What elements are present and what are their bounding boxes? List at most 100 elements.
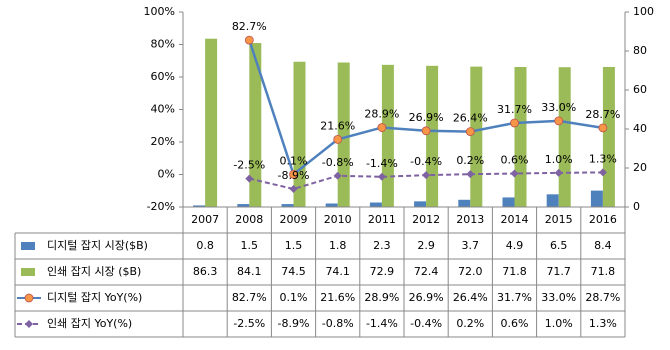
table-cell: 71.8 bbox=[502, 265, 527, 278]
legend-label: 인쇄 잡지 시장 ($B) bbox=[47, 265, 141, 278]
table-cell: 0.8 bbox=[196, 239, 214, 252]
data-label: -0.4% bbox=[410, 155, 442, 168]
table-cell: 3.7 bbox=[462, 239, 480, 252]
table-cell: 4.9 bbox=[506, 239, 524, 252]
data-label: 33.0% bbox=[541, 101, 576, 114]
marker bbox=[289, 169, 298, 179]
data-label: 21.6% bbox=[320, 119, 355, 132]
x-tick-label: 2011 bbox=[368, 213, 396, 226]
y-tick-label: 20% bbox=[151, 135, 175, 148]
table-cell: 0.6% bbox=[501, 317, 529, 330]
marker bbox=[510, 118, 519, 128]
data-label: 0.1% bbox=[280, 154, 308, 167]
marker bbox=[289, 184, 298, 193]
data-label: 1.3% bbox=[589, 152, 617, 165]
table-cell: 1.5 bbox=[285, 239, 303, 252]
table-cell: 2.3 bbox=[373, 239, 391, 252]
table-cell: 1.8 bbox=[329, 239, 347, 252]
bar bbox=[237, 204, 250, 207]
data-label: 28.7% bbox=[585, 108, 620, 121]
table-cell: 86.3 bbox=[193, 265, 218, 278]
marker bbox=[465, 127, 475, 137]
legend-key bbox=[24, 293, 34, 303]
x-tick-label: 2013 bbox=[456, 213, 484, 226]
bar bbox=[381, 64, 394, 207]
data-label: 26.4% bbox=[453, 112, 488, 125]
table-cell: 1.3% bbox=[589, 317, 617, 330]
table-cell: 72.9 bbox=[370, 265, 395, 278]
marker bbox=[245, 174, 254, 183]
y-tick-label: 100% bbox=[144, 5, 175, 18]
marker bbox=[244, 35, 254, 45]
table-cell: 8.4 bbox=[594, 239, 612, 252]
x-tick-label: 2016 bbox=[589, 213, 617, 226]
y-tick-label: -20% bbox=[147, 200, 175, 213]
x-tick-label: 2014 bbox=[501, 213, 529, 226]
bar bbox=[590, 190, 603, 207]
table-cell: -2.5% bbox=[233, 317, 265, 330]
bar bbox=[426, 65, 439, 207]
table-cell: -0.8% bbox=[322, 317, 354, 330]
bar bbox=[205, 38, 218, 208]
marker bbox=[466, 170, 475, 179]
x-tick-label: 2008 bbox=[235, 213, 263, 226]
legend-label: 디지털 잡지 YoY(%) bbox=[47, 291, 142, 304]
bar bbox=[470, 66, 483, 207]
table-cell: 84.1 bbox=[237, 265, 262, 278]
table-cell: -1.4% bbox=[366, 317, 398, 330]
x-tick-label: 2010 bbox=[324, 213, 352, 226]
y2-tick-label: 60 bbox=[633, 83, 647, 96]
data-label: -1.4% bbox=[366, 157, 398, 170]
data-label: -8.9% bbox=[278, 169, 310, 182]
y-tick-label: 60% bbox=[151, 70, 175, 83]
data-label: 0.6% bbox=[501, 154, 529, 167]
x-tick-label: 2015 bbox=[545, 213, 573, 226]
bar bbox=[514, 66, 527, 208]
y2-tick-label: 100 bbox=[633, 5, 654, 18]
table-cell: 28.7% bbox=[585, 291, 620, 304]
bar bbox=[558, 67, 571, 207]
table-cell: 0.2% bbox=[456, 317, 484, 330]
data-label: 28.9% bbox=[364, 108, 399, 121]
table-cell: 1.5 bbox=[241, 239, 259, 252]
data-label: 31.7% bbox=[497, 103, 532, 116]
bar bbox=[502, 197, 515, 207]
table-cell: -8.9% bbox=[278, 317, 310, 330]
data-label: 0.2% bbox=[456, 154, 484, 167]
marker bbox=[554, 168, 563, 177]
table-cell: 28.9% bbox=[364, 291, 399, 304]
bar bbox=[193, 205, 206, 207]
table-cell: 2.9 bbox=[417, 239, 435, 252]
bar bbox=[249, 43, 262, 207]
marker bbox=[333, 171, 342, 180]
table-cell: 1.0% bbox=[545, 317, 573, 330]
table-cell: 72.4 bbox=[414, 265, 439, 278]
table-cell: 72.0 bbox=[458, 265, 483, 278]
y2-tick-label: 0 bbox=[633, 200, 640, 213]
y2-tick-label: 20 bbox=[633, 161, 647, 174]
marker bbox=[421, 126, 431, 136]
bar bbox=[369, 202, 382, 207]
bar bbox=[414, 201, 427, 207]
table-cell: 26.9% bbox=[409, 291, 444, 304]
table-cell: 74.1 bbox=[325, 265, 350, 278]
table-cell: 6.5 bbox=[550, 239, 568, 252]
data-label: 26.9% bbox=[409, 111, 444, 124]
table-cell: -0.4% bbox=[410, 317, 442, 330]
x-tick-label: 2007 bbox=[191, 213, 219, 226]
x-tick-label: 2009 bbox=[280, 213, 308, 226]
table-cell: 0.1% bbox=[280, 291, 308, 304]
marker bbox=[598, 168, 607, 177]
bar bbox=[325, 203, 338, 207]
data-label: -2.5% bbox=[233, 159, 265, 172]
table-cell: 71.8 bbox=[591, 265, 616, 278]
y-tick-label: 0% bbox=[158, 168, 175, 181]
x-tick-label: 2012 bbox=[412, 213, 440, 226]
table-cell: 26.4% bbox=[453, 291, 488, 304]
y-tick-label: 40% bbox=[151, 103, 175, 116]
table-cell: 33.0% bbox=[541, 291, 576, 304]
table-cell: 71.7 bbox=[546, 265, 571, 278]
bar bbox=[281, 204, 294, 207]
legend-key bbox=[25, 320, 33, 328]
